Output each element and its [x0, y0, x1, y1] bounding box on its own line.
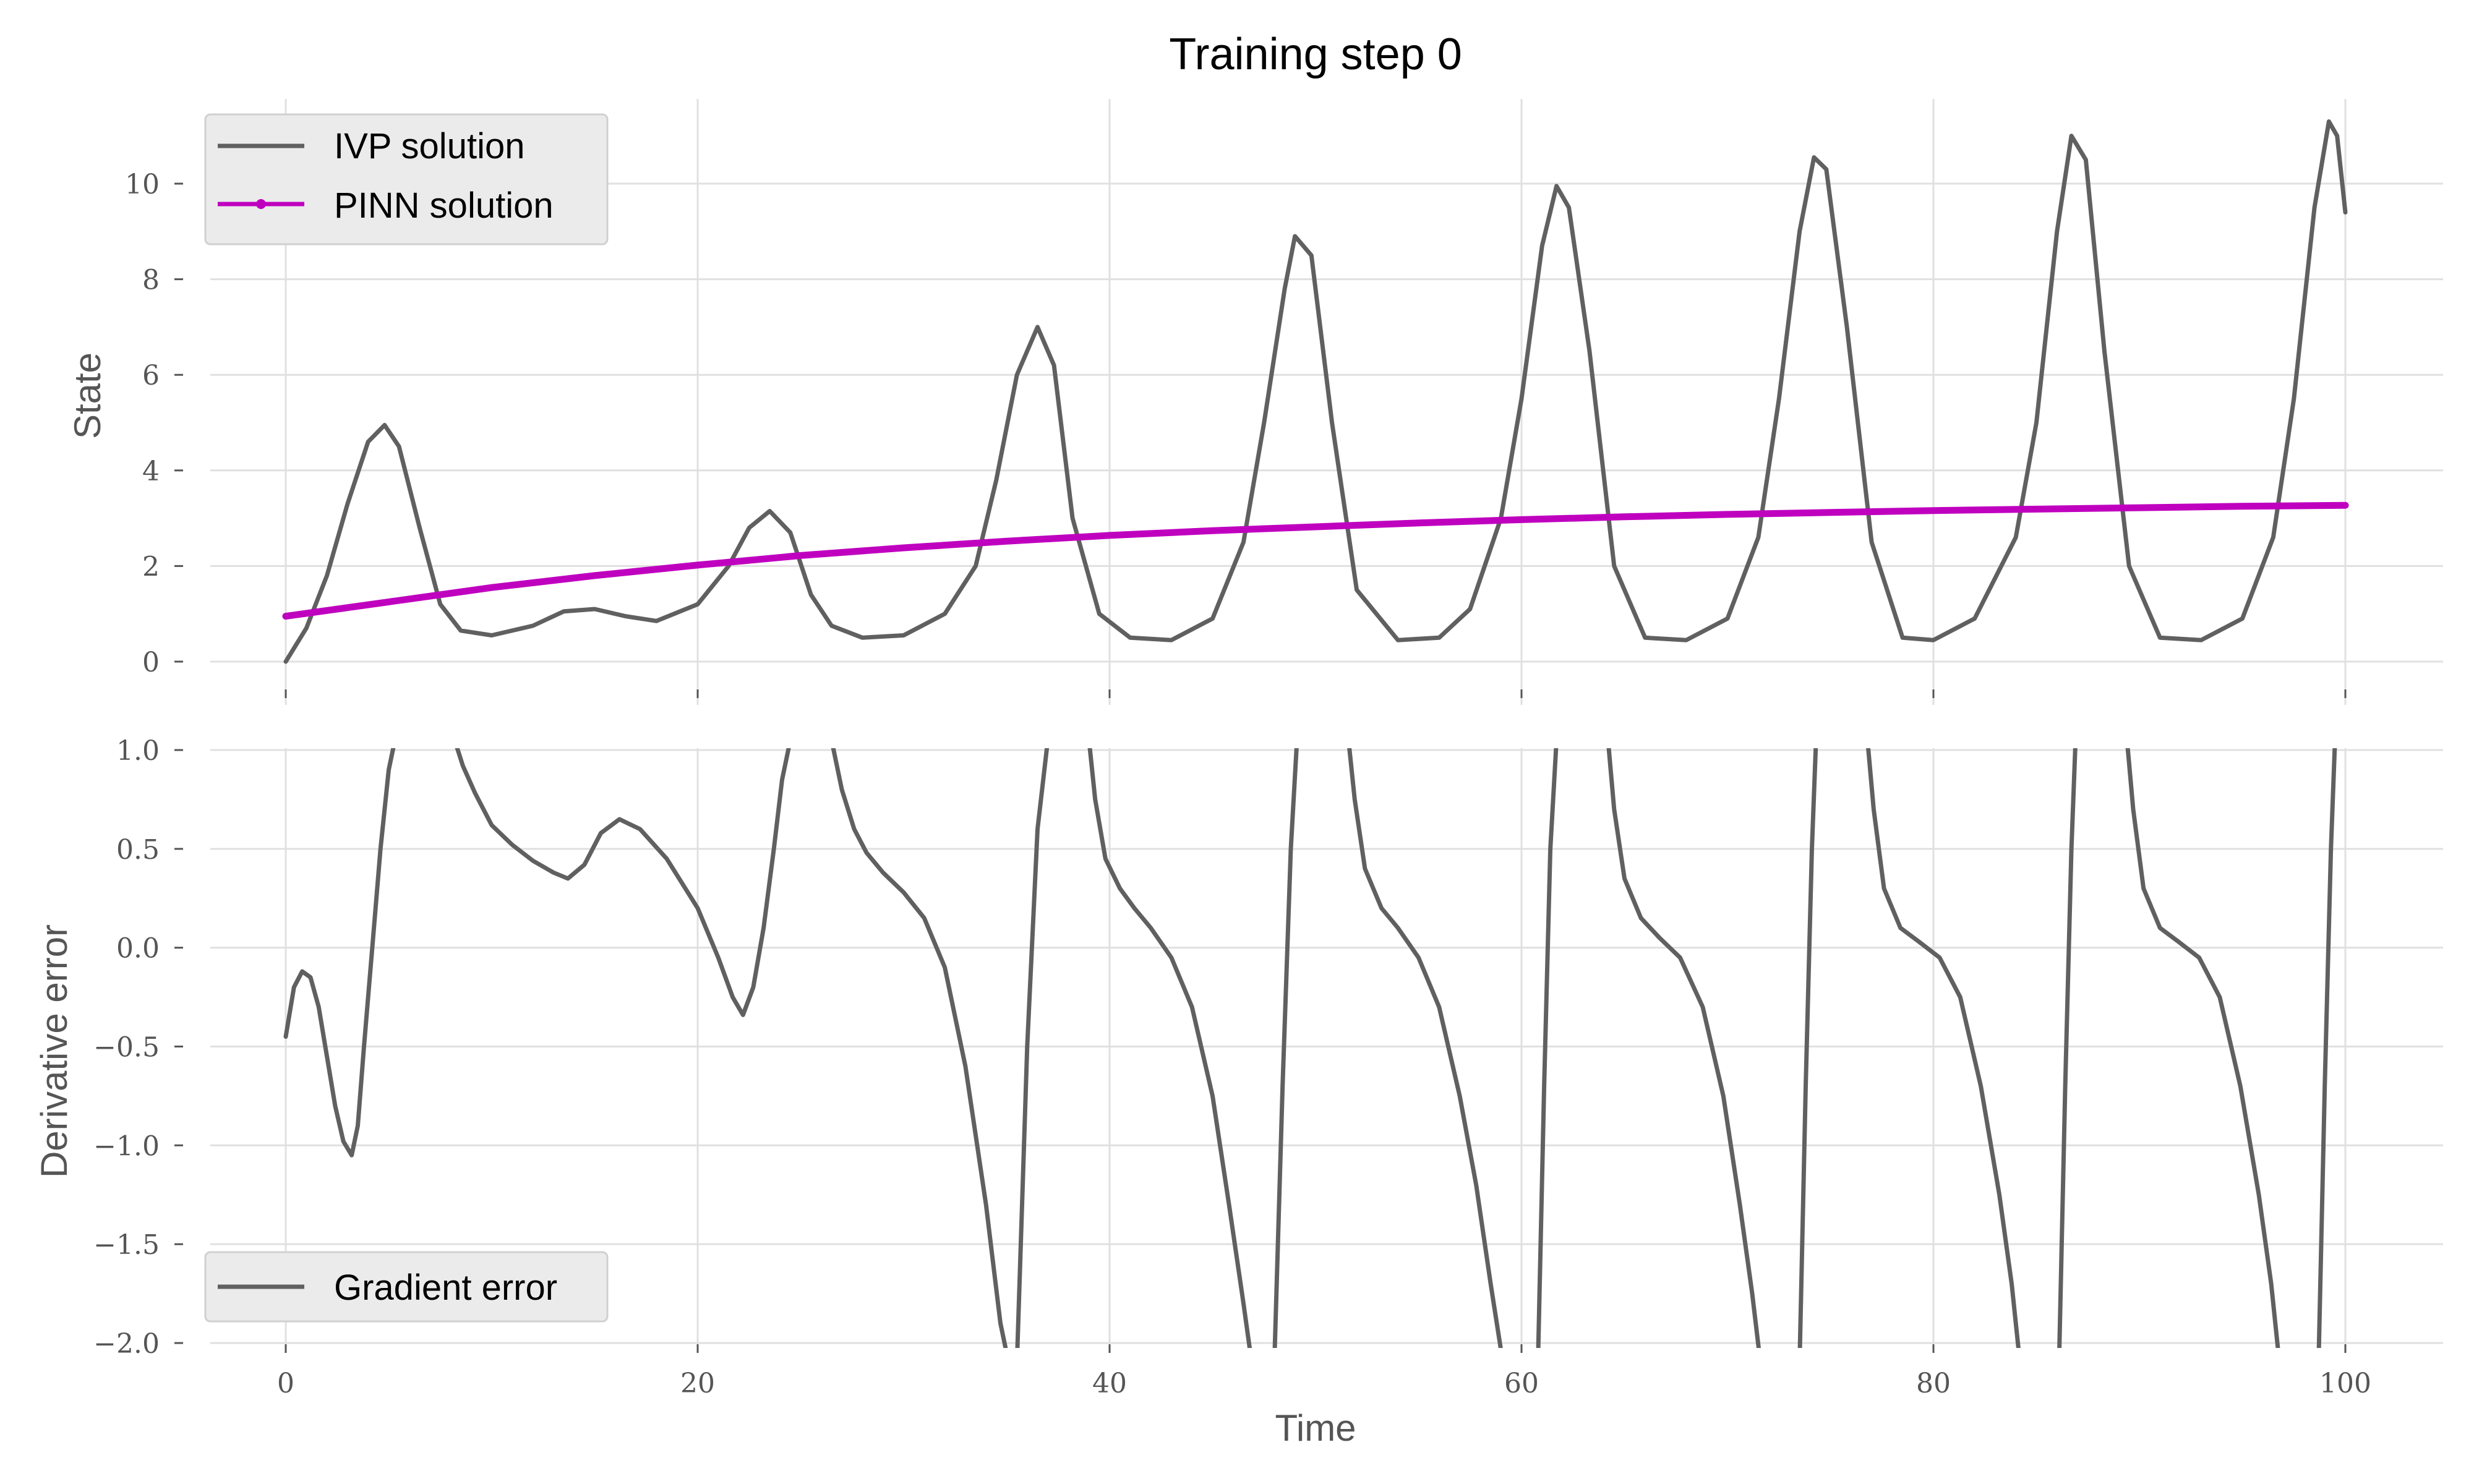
tick-label-x-60: 60 [1504, 1368, 1539, 1399]
legend-derivative-error: Gradient error [204, 1251, 609, 1323]
tick-label-y-state-0: 0 [142, 647, 160, 678]
axes-derivative-error: −2.0 −1.5 −1.0 −0.5 0.0 0.5 1.0 0 20 40 60 80 100 De… [33, 735, 2443, 1449]
legend-box-derivative-error [204, 1251, 609, 1323]
grid-derivative-error [210, 748, 2443, 1348]
legend-label-gradient-error: Gradient error [334, 1268, 557, 1308]
series-line-gradient-error-segment-5 [1272, 748, 1299, 1348]
series-area-state [282, 119, 2349, 664]
tick-label-y-derivative-0.5: 0.5 [116, 834, 160, 866]
series-line-gradient-error-segment-7 [1536, 748, 1559, 1348]
chart-title: Training step 0 [1169, 30, 1462, 79]
legend-state: IVP solution PINN solution [204, 113, 609, 245]
tick-label-x-20: 20 [680, 1368, 715, 1399]
tick-label-y-derivative--1: −1.0 [93, 1130, 160, 1162]
tick-label-x-100: 100 [2319, 1368, 2371, 1399]
series-line-gradient-error-segment-13 [2316, 748, 2337, 1348]
series-line-pinn-solution [282, 501, 2349, 620]
series-line-ivp-solution [283, 119, 2348, 664]
series-line-gradient-error-segment-11 [2057, 748, 2078, 1348]
tick-label-y-derivative-0: 0.0 [116, 933, 160, 965]
series-line-gradient-error-segment-1 [455, 748, 791, 1017]
series-line-gradient-error-segment-2 [831, 748, 1008, 1348]
legend-label-ivp: IVP solution [334, 126, 524, 166]
legend-marker-pinn [256, 199, 266, 209]
tick-label-y-derivative-1: 1.0 [116, 735, 160, 767]
y-axis-label-state: State [67, 352, 108, 439]
x-axis-label: Time [1275, 1407, 1356, 1449]
tick-label-x-40: 40 [1092, 1368, 1127, 1399]
tick-label-y-state-4: 4 [142, 456, 160, 487]
tick-label-x-80: 80 [1916, 1368, 1951, 1399]
series-line-gradient-error-segment-4 [1087, 748, 1252, 1348]
ticks-state: 0 2 4 6 8 10 [125, 169, 2347, 698]
tick-label-y-derivative--2: −2.0 [93, 1328, 160, 1360]
series-line-gradient-error-segment-8 [1606, 748, 1761, 1348]
series-line-gradient-error-segment-6 [1347, 748, 1503, 1348]
series-line-gradient-error-segment-0 [283, 748, 396, 1158]
series-line-gradient-error-segment-9 [1797, 748, 1818, 1348]
axes-state: 0 2 4 6 8 10 State IVP solution PINN solution [67, 99, 2443, 705]
legend-label-pinn: PINN solution [334, 186, 554, 226]
series-line-gradient-error-segment-3 [1015, 748, 1050, 1348]
ticks-derivative-error: −2.0 −1.5 −1.0 −0.5 0.0 0.5 1.0 0 20 40 60 80 100 [93, 735, 2371, 1399]
series-line-gradient-error-segment-12 [2125, 748, 2280, 1348]
tick-label-x-0: 0 [277, 1368, 294, 1399]
series-area-derivative-error [283, 748, 2337, 1348]
tick-label-y-state-10: 10 [125, 169, 160, 200]
series-line-gradient-error-segment-10 [1866, 748, 2021, 1348]
tick-label-y-derivative--1.5: −1.5 [93, 1229, 160, 1261]
tick-label-y-state-2: 2 [142, 551, 160, 582]
y-axis-label-derivative-error: Derivative error [33, 924, 75, 1178]
tick-label-y-state-6: 6 [142, 360, 160, 391]
tick-label-y-state-8: 8 [142, 265, 160, 296]
legend-box-state [204, 113, 609, 245]
tick-label-y-derivative--0.5: −0.5 [93, 1032, 160, 1064]
